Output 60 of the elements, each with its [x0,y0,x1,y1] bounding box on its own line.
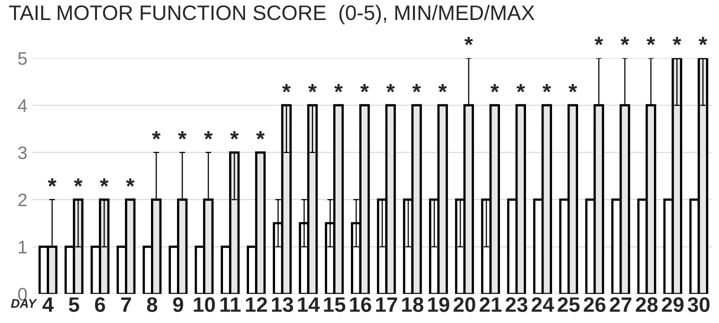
x-tick-label: 13 [272,297,294,312]
x-tick-label: 26 [584,297,606,312]
y-tick-label: 1 [18,240,27,254]
annotation: * [386,84,395,92]
x-tick-label: 21 [480,297,502,312]
annotation: * [594,36,604,46]
x-tick-label: 5 [68,297,80,312]
x-tick-label: 19 [428,297,450,312]
chart-title: TAIL MOTOR FUNCTION SCORE (0-5), MIN/MED/MAX [9,4,534,24]
y-tick-label: 3 [18,146,27,160]
x-tick-label: 10 [194,297,215,312]
x-tick-label: 18 [402,297,424,312]
x-tick-label: 12 [246,297,267,312]
annotation: * [542,84,552,92]
x-tick-label: 27 [610,297,632,312]
annotation: * [74,178,82,187]
annotation: * [178,131,187,140]
annotation: * [282,84,291,92]
x-tick-label: 9 [173,297,184,312]
x-axis-title: DAY [11,299,38,308]
x-tick-label: 28 [636,297,658,312]
annotation: * [230,131,239,140]
x-tick-label: 17 [376,297,398,312]
annotation: * [464,36,473,46]
x-tick-label: 20 [454,297,476,312]
x-tick-label: 11 [220,297,241,312]
annotation: * [100,178,109,187]
annotation: * [672,36,682,46]
annotation: * [698,36,708,46]
x-tick-label: 6 [95,297,106,312]
annotation: * [490,84,499,92]
x-tick-label: 30 [688,297,710,312]
annotation: * [568,84,578,92]
x-tick-label: 25 [558,297,580,312]
x-tick-label: 7 [121,297,131,312]
y-tick-label: 0 [18,288,27,301]
annotation: * [204,131,213,140]
x-tick-label: 8 [146,297,158,312]
x-tick-label: 14 [298,297,320,312]
annotation: * [438,84,447,92]
annotation: * [126,178,135,187]
annotation: * [256,131,265,140]
annotation: * [152,131,161,140]
annotation: * [412,84,421,92]
x-tick-label: 23 [506,297,528,312]
annotation: * [308,84,317,92]
annotation: * [334,84,343,92]
annotation: * [48,178,56,187]
x-tick-label: 4 [42,297,54,312]
x-tick-label: 16 [350,297,372,312]
x-tick-label: 24 [532,297,554,312]
y-tick-label: 4 [18,99,27,112]
annotation: * [646,36,656,46]
y-tick-label: 5 [18,52,27,65]
annotation: * [360,84,369,92]
x-tick-label: 15 [324,297,346,312]
y-tick-label: 2 [18,194,27,206]
x-tick-label: 29 [662,297,684,312]
annotation: * [516,84,526,92]
annotation: * [620,36,630,46]
